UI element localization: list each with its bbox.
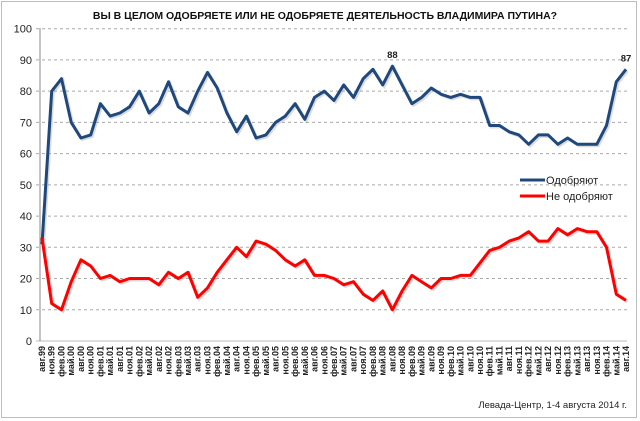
x-tick-label: ноя.05	[280, 346, 290, 375]
series-line-1	[40, 227, 627, 312]
x-tick-label: ноя.08	[397, 346, 407, 375]
x-tick-label: ноя.12	[553, 346, 563, 375]
x-tick-label: ноя.99	[47, 346, 57, 375]
x-tick-label: ноя.02	[164, 346, 174, 375]
x-tick-label: фев.08	[368, 346, 378, 377]
legend-label-approve: Одобряют	[546, 175, 598, 187]
x-tick-label: авг.04	[232, 346, 242, 372]
x-tick-label: авг.12	[543, 346, 553, 372]
x-tick-label: авг.06	[310, 346, 320, 372]
x-tick-label: фев.05	[251, 346, 261, 377]
x-tick-label: ноя.01	[125, 346, 135, 375]
legend: Одобряют Не одобряют	[520, 175, 613, 203]
annotations: 88 87	[387, 50, 631, 64]
x-tick-label: фев.12	[524, 346, 534, 377]
x-tick-label: авг.02	[154, 346, 164, 372]
x-tick-label: май.04	[222, 346, 232, 376]
x-tick-label: май.01	[105, 346, 115, 376]
y-tick-label: 80	[20, 86, 32, 98]
y-tick-label: 70	[20, 117, 32, 129]
y-axis-ticks: 0 10 20 30 40 50 60 70 80 90 100	[14, 24, 32, 348]
data-label: 88	[387, 50, 398, 61]
legend-label-disapprove: Не одобряют	[546, 191, 613, 203]
x-tick-label: фев.14	[602, 346, 612, 377]
series-line-0	[40, 64, 628, 245]
series-shadow	[42, 64, 629, 246]
x-tick-label: фев.11	[485, 346, 495, 376]
x-tick-label: май.06	[300, 346, 310, 376]
x-tick-label: фев.02	[134, 346, 144, 377]
x-tick-label: май.09	[417, 346, 427, 376]
x-tick-label: май.12	[533, 346, 543, 376]
x-tick-label: ноя.10	[475, 346, 485, 375]
x-tick-label: авг.11	[504, 346, 514, 371]
x-tick-label: авг.05	[271, 346, 281, 372]
series-lines	[40, 64, 629, 315]
x-tick-label: фев.00	[56, 346, 66, 377]
x-tick-label: фев.10	[446, 346, 456, 377]
x-tick-label: фев.13	[563, 346, 573, 377]
x-tick-label: ноя.11	[514, 346, 524, 374]
x-tick-label: ноя.06	[319, 346, 329, 375]
y-tick-label: 60	[20, 149, 32, 161]
x-tick-label: ноя.13	[592, 346, 602, 375]
x-tick-label: май.05	[261, 346, 271, 376]
x-tick-label: фев.09	[407, 346, 417, 377]
y-tick-label: 20	[20, 274, 32, 286]
x-tick-label: фев.07	[329, 346, 339, 377]
x-tick-label: фев.01	[95, 346, 105, 377]
x-tick-label: авг.08	[387, 346, 397, 372]
x-tick-label: авг.03	[193, 346, 203, 372]
source-note: Левада-Центр, 1-4 августа 2014 г.	[478, 400, 627, 411]
x-tick-label: ноя.09	[436, 346, 446, 375]
x-tick-label: авг.99	[37, 346, 47, 372]
x-tick-label: май.07	[339, 346, 349, 376]
x-tick-label: авг.10	[465, 346, 475, 372]
x-tick-label: май.13	[572, 346, 582, 376]
x-tick-label: фев.03	[173, 346, 183, 377]
x-tick-label: ноя.03	[202, 346, 212, 375]
x-tick-label: ноя.04	[241, 346, 251, 375]
y-tick-label: 50	[20, 180, 32, 192]
x-axis-ticks: авг.99 ноя.99 фев.00 май.00 авг.00 ноя.00 фев.…	[37, 346, 631, 377]
x-tick-label: авг.09	[426, 346, 436, 372]
x-tick-label: май.08	[378, 346, 388, 376]
y-tick-label: 10	[20, 305, 32, 317]
x-tick-label: фев.06	[290, 346, 300, 377]
x-tick-label: ноя.00	[86, 346, 96, 375]
x-tick-label: авг.13	[582, 346, 592, 372]
x-tick-label: май.11	[494, 346, 504, 375]
x-tick-label: авг.14	[621, 346, 631, 372]
chart-title: ВЫ В ЦЕЛОМ ОДОБРЯЕТЕ ИЛИ НЕ ОДОБРЯЕТЕ ДЕ…	[93, 10, 557, 22]
y-tick-label: 100	[14, 24, 32, 36]
x-tick-label: май.03	[183, 346, 193, 376]
y-tick-label: 90	[20, 55, 32, 67]
x-tick-label: май.10	[456, 346, 466, 376]
x-tick-label: авг.00	[76, 346, 86, 372]
x-tick-label: ноя.07	[358, 346, 368, 375]
data-label: 87	[621, 53, 632, 64]
x-tick-label: май.14	[611, 346, 621, 376]
x-tick-label: авг.01	[115, 346, 125, 372]
x-tick-label: фев.04	[212, 346, 222, 377]
x-tick-label: авг.07	[348, 346, 358, 372]
x-tick-label: май.02	[144, 346, 154, 376]
y-tick-label: 30	[20, 242, 32, 254]
x-tick-label: май.00	[66, 346, 76, 376]
y-tick-label: 0	[26, 336, 32, 348]
y-tick-label: 40	[20, 211, 32, 223]
gridlines	[36, 28, 627, 342]
